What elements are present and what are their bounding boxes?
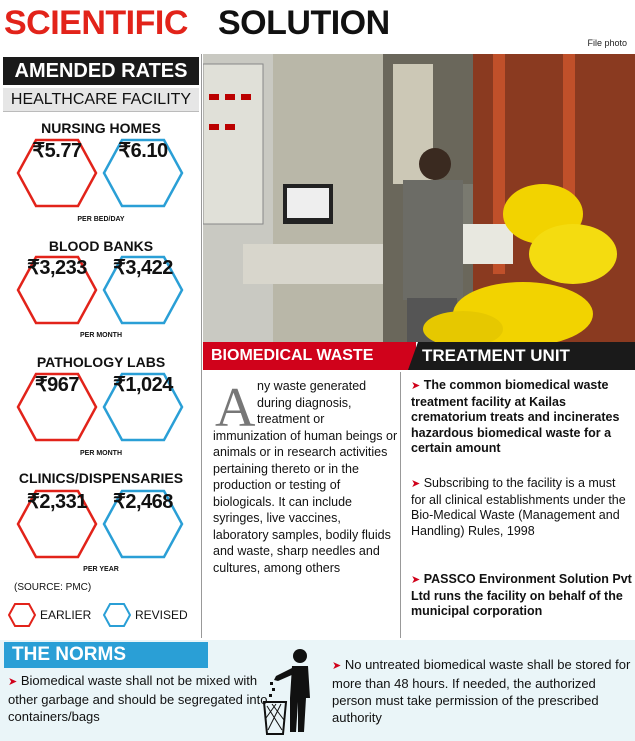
legend-revised-label: REVISED	[135, 608, 188, 622]
norms-heading: THE NORMS	[4, 642, 208, 668]
rates-panel: AMENDED RATES HEALTHCARE FACILITY NURSIN…	[0, 54, 202, 638]
rates-heading: AMENDED RATES	[3, 57, 199, 85]
rates-subheading: HEALTHCARE FACILITY	[3, 88, 199, 112]
section-banner: BIOMEDICAL WASTE TREATMENT UNIT	[203, 342, 635, 370]
legend-earlier-label: EARLIER	[40, 608, 92, 622]
norm-rule-1: ➤ Biomedical waste shall not be mixed wi…	[8, 672, 268, 725]
title-solution: SOLUTION	[218, 4, 390, 42]
drop-cap: A	[215, 377, 256, 439]
definition-line: ny waste generated	[257, 379, 367, 393]
fact-item: ➤ PASSCO Environment Solution Pvt Ltd ru…	[411, 572, 633, 620]
fact-text: The common biomedical waste treatment fa…	[411, 378, 620, 455]
earlier-rate-value: ₹2,331	[27, 491, 87, 513]
person-disposing-trash-icon	[262, 646, 326, 736]
revised-rate-value: ₹1,024	[113, 374, 173, 396]
earlier-rate-value: ₹967	[34, 374, 80, 396]
revised-rate-value: ₹2,468	[113, 491, 173, 513]
definition-body: immunization of human beings or animals …	[213, 428, 398, 575]
arrow-bullet-icon: ➤	[411, 380, 421, 392]
definition-line: during diagnosis,	[257, 395, 352, 410]
fact-item: ➤ The common biomedical waste treatment …	[411, 378, 633, 457]
earlier-rate-hexagon: ₹2,331	[16, 489, 98, 559]
definition-line: treatment or	[257, 412, 325, 426]
earlier-rate-hexagon: ₹967	[16, 372, 98, 442]
facts-column: ➤ The common biomedical waste treatment …	[405, 372, 633, 638]
arrow-bullet-icon: ➤	[332, 660, 342, 672]
definition-column: A ny waste generated during diagnosis, t…	[203, 372, 401, 638]
earlier-hexagon-icon	[7, 603, 37, 627]
norms-panel: THE NORMS ➤ Biomedical waste shall not b…	[0, 640, 635, 741]
arrow-bullet-icon: ➤	[411, 574, 421, 586]
norm-rule-text: Biomedical waste shall not be mixed with…	[8, 673, 268, 724]
revised-rate-hexagon: ₹3,422	[102, 255, 184, 325]
arrow-bullet-icon: ➤	[411, 478, 421, 490]
earlier-rate-hexagon: ₹5.77	[16, 138, 98, 208]
fact-text: PASSCO Environment Solution Pvt Ltd runs…	[411, 572, 632, 618]
arrow-bullet-icon: ➤	[8, 676, 18, 688]
earlier-rate-value: ₹3,233	[27, 257, 87, 279]
definition-text: ny waste generated during diagnosis, tre…	[213, 378, 399, 576]
legend-revised: REVISED	[102, 603, 188, 629]
revised-rate-hexagon: ₹1,024	[102, 372, 184, 442]
legend-earlier: EARLIER	[7, 603, 91, 629]
title-scientific: SCIENTIFIC	[4, 4, 188, 42]
earlier-rate-hexagon: ₹3,233	[16, 255, 98, 325]
earlier-rate-value: ₹5.77	[32, 140, 82, 162]
category-name: BLOOD BANKS	[48, 238, 154, 254]
facility-photo	[203, 54, 635, 342]
rate-unit: PER MONTH	[80, 450, 122, 457]
norm-rule-2: ➤ No untreated biomedical waste shall be…	[332, 656, 632, 726]
category-name: PATHOLOGY LABS	[36, 354, 166, 370]
category-name: NURSING HOMES	[41, 120, 161, 136]
header: SCIENTIFIC SOLUTION File photo	[0, 0, 635, 52]
revised-rate-hexagon: ₹2,468	[102, 489, 184, 559]
revised-rate-hexagon: ₹6.10	[102, 138, 184, 208]
norm-rule-text: No untreated biomedical waste shall be s…	[332, 657, 631, 725]
rate-unit: PER YEAR	[83, 566, 119, 573]
revised-rate-value: ₹6.10	[118, 140, 168, 162]
revised-rate-value: ₹3,422	[113, 257, 173, 279]
category-name: CLINICS/DISPENSARIES	[18, 470, 184, 486]
revised-hexagon-icon	[102, 603, 132, 627]
rate-unit: PER BED/DAY	[77, 216, 125, 223]
source-note: (SOURCE: PMC)	[14, 582, 92, 593]
fact-text: Subscribing to the facility is a must fo…	[411, 476, 626, 538]
banner-biomedical-waste: BIOMEDICAL WASTE	[203, 342, 416, 370]
fact-item: ➤ Subscribing to the facility is a must …	[411, 476, 633, 539]
banner-treatment-unit: TREATMENT UNIT	[408, 342, 635, 370]
rate-unit: PER MONTH	[80, 332, 122, 339]
photo-credit: File photo	[587, 38, 627, 48]
